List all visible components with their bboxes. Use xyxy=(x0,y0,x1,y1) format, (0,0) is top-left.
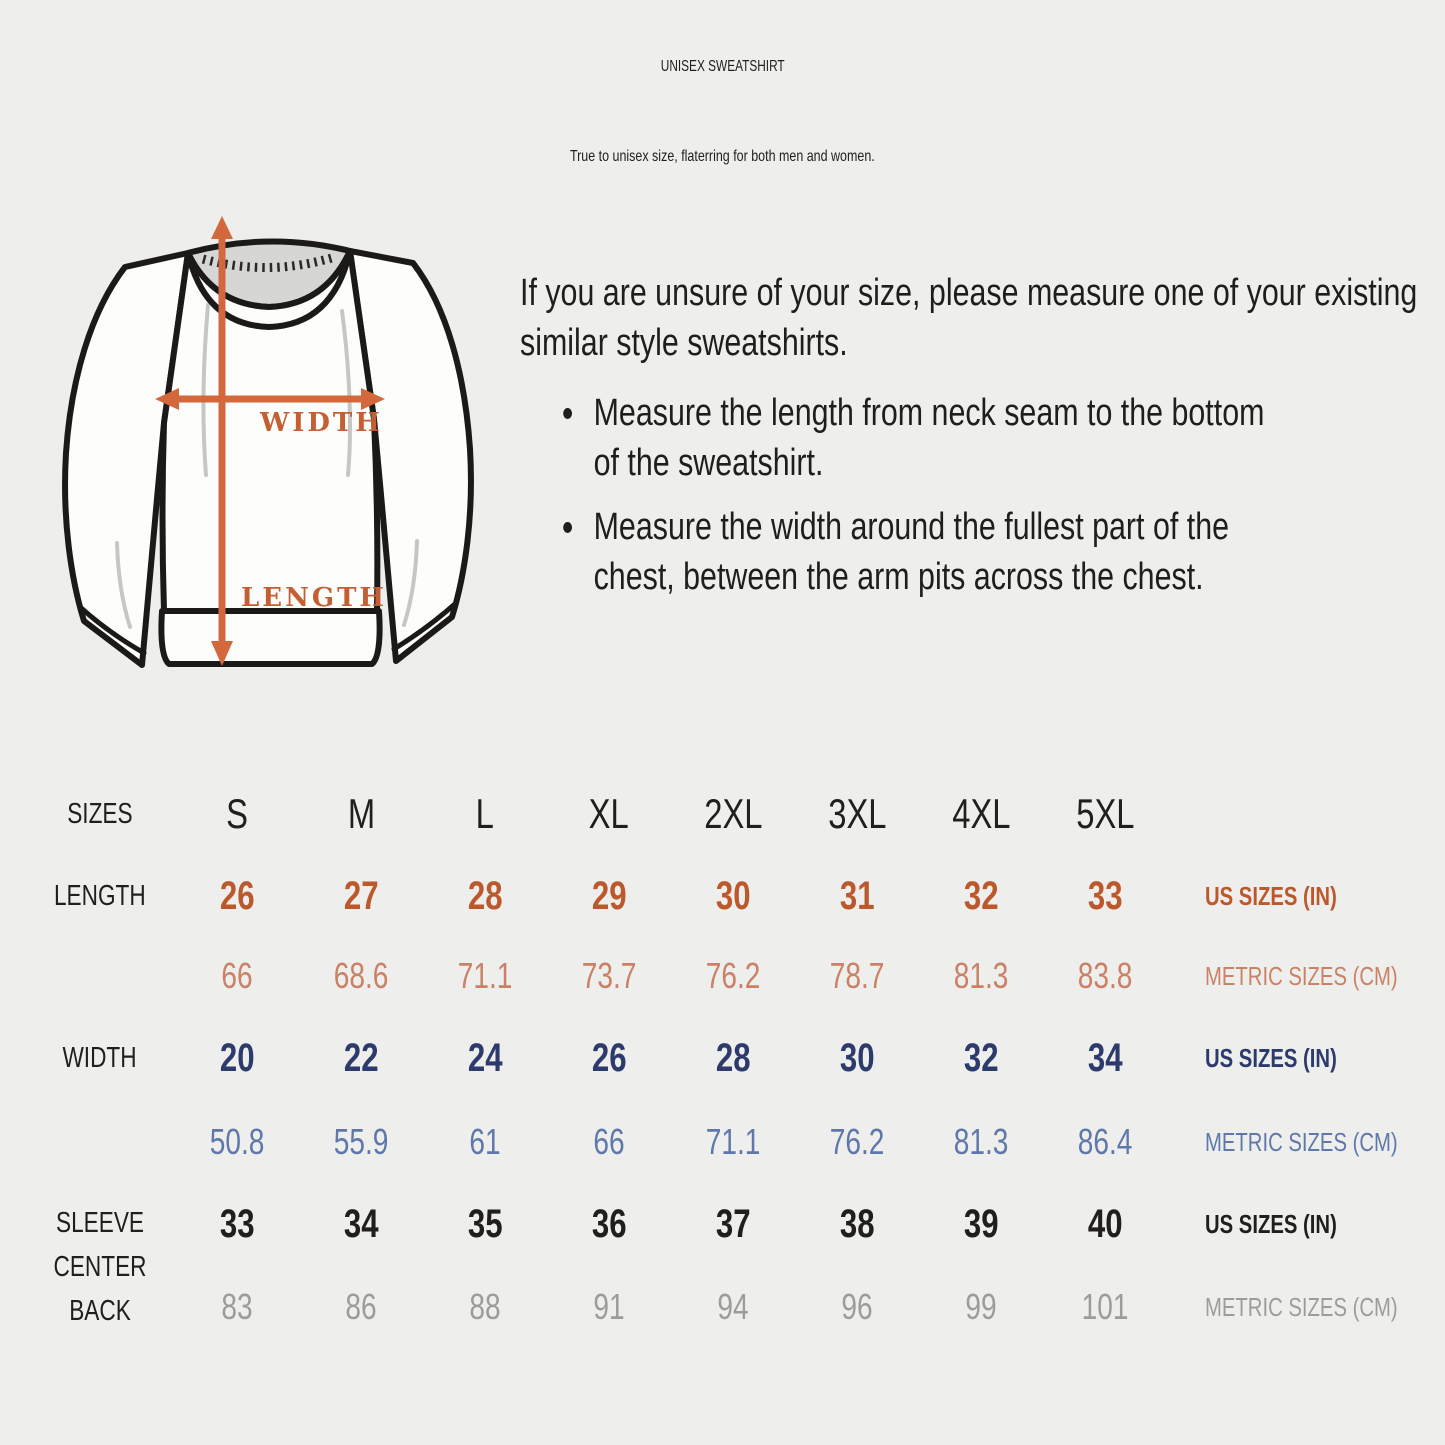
table-cell: 76.2 xyxy=(705,955,761,996)
table-cell: 24 xyxy=(467,1035,503,1080)
table-cell: 101 xyxy=(1081,1286,1129,1327)
size-column-header: M xyxy=(347,790,375,837)
table-cell: 36 xyxy=(591,1201,627,1246)
table-cell: 30 xyxy=(839,1035,875,1080)
width-arrowhead-left xyxy=(155,388,179,410)
sweatshirt-right-sleeve xyxy=(347,248,474,664)
table-cell: 28 xyxy=(467,873,503,918)
table-cell: 83.8 xyxy=(1077,955,1133,996)
row-label-sleeve-center-back: SLEEVE CENTER BACK xyxy=(53,1207,147,1327)
sweatshirt-left-sleeve xyxy=(62,250,191,668)
unit-label: US SIZES (IN) xyxy=(1205,1042,1337,1073)
page-subtitle-text: True to unisex size, flaterring for both… xyxy=(570,148,875,165)
table-cell: 26 xyxy=(219,873,255,918)
table-cell: 29 xyxy=(591,873,627,918)
table-cell: 66 xyxy=(593,1121,625,1162)
length-arrowhead-top xyxy=(211,216,233,239)
table-cell: 34 xyxy=(1087,1035,1123,1080)
row-label-width: WIDTH xyxy=(62,1041,138,1074)
table-cell: 71.1 xyxy=(705,1121,761,1162)
table-cell: 61 xyxy=(469,1121,501,1162)
sweatshirt-hem xyxy=(158,608,383,667)
page-title: UNISEX SWEATSHIRT xyxy=(0,58,1445,76)
table-header-sizes: SIZES xyxy=(67,797,133,830)
table-cell: 86.4 xyxy=(1077,1121,1133,1162)
table-cell: 81.3 xyxy=(953,955,1009,996)
instructions-intro: If you are unsure of your size, please m… xyxy=(520,272,1418,364)
table-cell: 37 xyxy=(715,1201,751,1246)
measurement-arrows xyxy=(155,216,385,666)
row-label-length: LENGTH xyxy=(54,879,146,912)
table-cell: 83 xyxy=(221,1286,253,1327)
width-arrowhead-right xyxy=(361,388,385,410)
table-cell: 68.6 xyxy=(333,955,389,996)
unit-label: METRIC SIZES (CM) xyxy=(1205,960,1398,991)
table-cell: 22 xyxy=(343,1035,379,1080)
table-cell: 27 xyxy=(343,873,379,918)
size-column-header: 5XL xyxy=(1075,790,1135,837)
table-cell: 35 xyxy=(467,1201,503,1246)
table-cell: 88 xyxy=(469,1286,501,1327)
size-column-header: S xyxy=(226,790,248,837)
size-chart-table: SIZES S M L XL 2XL 3XL 4XL 5XL LENGTH 26… xyxy=(25,772,1445,1350)
table-cell: 32 xyxy=(963,873,999,918)
instruction-text: Measure the width around the fullest par… xyxy=(593,506,1230,598)
table-cell: 34 xyxy=(343,1201,379,1246)
unit-label: METRIC SIZES (CM) xyxy=(1205,1291,1398,1322)
table-cell: 28 xyxy=(715,1035,751,1080)
instruction-item: Measure the length from neck seam to the… xyxy=(563,388,1288,488)
table-cell: 39 xyxy=(963,1201,999,1246)
unit-label: METRIC SIZES (CM) xyxy=(1205,1126,1398,1157)
table-cell: 86 xyxy=(345,1286,377,1327)
size-column-header: L xyxy=(475,790,495,837)
table-cell: 30 xyxy=(715,873,751,918)
instruction-item: Measure the width around the fullest par… xyxy=(563,502,1288,602)
table-cell: 78.7 xyxy=(829,955,885,996)
table-cell: 96 xyxy=(841,1286,873,1327)
table-cell: 99 xyxy=(965,1286,997,1327)
table-cell: 73.7 xyxy=(581,955,637,996)
table-cell: 26 xyxy=(591,1035,627,1080)
size-column-header: XL xyxy=(588,790,630,837)
table-cell: 71.1 xyxy=(457,955,513,996)
table-cell: 33 xyxy=(1087,873,1123,918)
instructions-list: Measure the length from neck seam to the… xyxy=(520,388,1288,602)
table-cell: 20 xyxy=(219,1035,255,1080)
table-cell: 33 xyxy=(219,1201,255,1246)
table-cell: 94 xyxy=(717,1286,749,1327)
table-cell: 31 xyxy=(839,873,875,918)
table-cell: 38 xyxy=(839,1201,875,1246)
table-cell: 91 xyxy=(593,1286,625,1327)
sweatshirt-measurement-diagram: WIDTH LENGTH xyxy=(62,216,474,668)
size-column-header: 2XL xyxy=(703,790,763,837)
table-cell: 55.9 xyxy=(333,1121,389,1162)
size-column-header: 3XL xyxy=(827,790,887,837)
length-label: LENGTH xyxy=(241,583,387,613)
collar-stitching xyxy=(201,252,337,272)
length-arrowhead-bottom xyxy=(211,641,233,666)
table-cell: 81.3 xyxy=(953,1121,1009,1162)
unit-label: US SIZES (IN) xyxy=(1205,1208,1337,1239)
table-cell: 50.8 xyxy=(209,1121,265,1162)
size-column-header: 4XL xyxy=(951,790,1011,837)
measuring-instructions: If you are unsure of your size, please m… xyxy=(520,268,1440,602)
table-cell: 32 xyxy=(963,1035,999,1080)
collar-rib-band xyxy=(185,248,353,330)
instruction-text: Measure the length from neck seam to the… xyxy=(593,392,1265,484)
unit-label: US SIZES (IN) xyxy=(1205,880,1337,911)
page-title-text: UNISEX SWEATSHIRT xyxy=(660,58,785,75)
width-label: WIDTH xyxy=(259,408,383,438)
table-cell: 40 xyxy=(1087,1201,1123,1246)
table-cell: 76.2 xyxy=(829,1121,885,1162)
page-subtitle: True to unisex size, flaterring for both… xyxy=(0,148,1445,166)
table-cell: 66 xyxy=(221,955,253,996)
